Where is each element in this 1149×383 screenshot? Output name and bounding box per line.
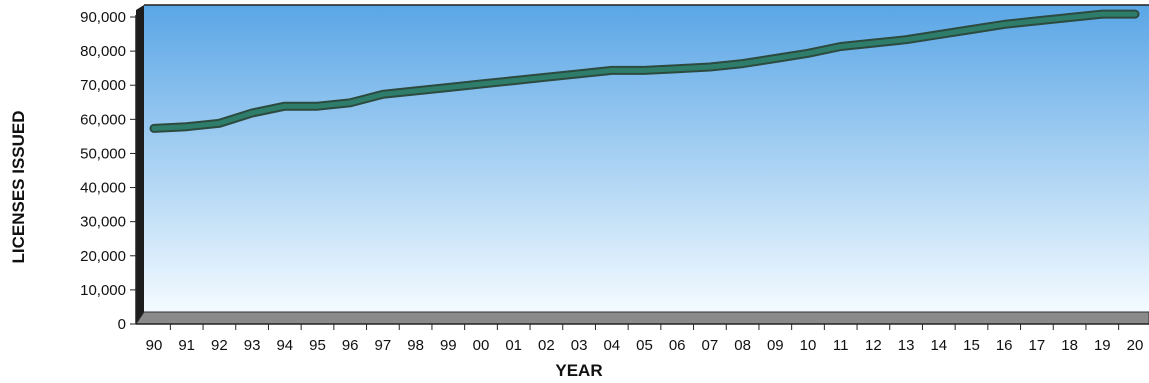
data-point [674,66,680,72]
y-axis: 0 10,000 20,000 30,000 40,000 50,000 60,000 70,… [80,9,137,333]
x-tick-label: 99 [440,337,457,354]
x-tick-label: 20 [1127,337,1144,354]
y-tick-label: 10,000 [80,282,126,299]
y-tick-label: 90,000 [80,9,126,26]
y-axis-title: LICENSES ISSUED [9,110,28,263]
data-point [413,88,419,94]
data-point [707,64,713,70]
data-point [903,37,909,43]
x-tick-label: 94 [276,337,293,354]
data-point [315,103,320,109]
x-tick-label: 13 [898,337,915,354]
x-tick-label: 16 [996,337,1013,354]
data-point [151,125,157,131]
data-point [478,81,484,87]
y-tick-label: 20,000 [80,248,126,265]
data-point [969,26,974,32]
plot-background [136,5,1149,312]
x-tick-label: 19 [1094,337,1111,354]
y-tick-label: 30,000 [80,214,126,231]
x-tick-label: 00 [473,337,490,354]
data-point [1001,21,1007,27]
x-tick-label: 04 [603,337,620,354]
data-point [772,55,778,61]
data-point [184,124,190,130]
x-axis: 90 91 92 93 94 95 96 97 98 99 00 01 02 03 04 05 06 07 08 09… [136,323,1149,354]
data-point [1067,15,1073,21]
data-point [1132,11,1138,17]
y-tick-label: 60,000 [80,111,126,128]
data-point [740,61,746,67]
data-point [642,67,647,73]
data-point [511,78,517,84]
data-point [609,67,615,73]
y-tick-label: 0 [118,316,126,333]
x-tick-label: 91 [178,337,195,354]
data-point [249,110,255,116]
x-tick-label: 08 [734,337,751,354]
data-point [282,103,288,109]
x-tick-label: 93 [244,337,261,354]
data-point [1099,11,1105,17]
data-point [380,91,386,97]
data-point [936,32,942,38]
data-point [216,120,222,126]
y-tick-label: 50,000 [80,145,126,162]
x-tick-label: 90 [146,337,163,354]
y-tick-label: 80,000 [80,43,126,60]
x-tick-label: 98 [407,337,424,354]
x-tick-label: 05 [636,337,653,354]
plot-left-wall [136,5,144,324]
x-tick-label: 12 [865,337,882,354]
plot-floor [135,311,1149,325]
x-tick-label: 17 [1029,337,1046,354]
x-tick-label: 03 [571,337,588,354]
data-point [576,71,582,77]
data-point [347,100,353,106]
y-tick-label: 40,000 [80,180,126,197]
x-tick-label: 95 [309,337,326,354]
x-tick-label: 09 [767,337,784,354]
series-group [149,9,1140,133]
x-tick-label: 15 [963,337,980,354]
x-tick-label: 11 [833,337,849,354]
x-tick-label: 02 [538,337,555,354]
x-tick-label: 01 [505,337,522,354]
x-tick-label: 06 [669,337,686,354]
data-point [445,84,451,90]
y-tick-label: 70,000 [80,77,126,94]
x-tick-label: 97 [375,337,392,354]
data-point [805,50,811,56]
x-tick-label: 07 [702,337,719,354]
data-point [838,44,844,50]
x-tick-label: 14 [930,337,947,354]
data-point [543,74,549,80]
data-point [1034,18,1040,24]
x-tick-label: 92 [211,337,228,354]
x-tick-label: 96 [342,337,359,354]
x-tick-label: 18 [1061,337,1078,354]
x-tick-label: 10 [800,337,817,354]
x-axis-title: YEAR [555,361,602,380]
data-point [870,40,876,46]
